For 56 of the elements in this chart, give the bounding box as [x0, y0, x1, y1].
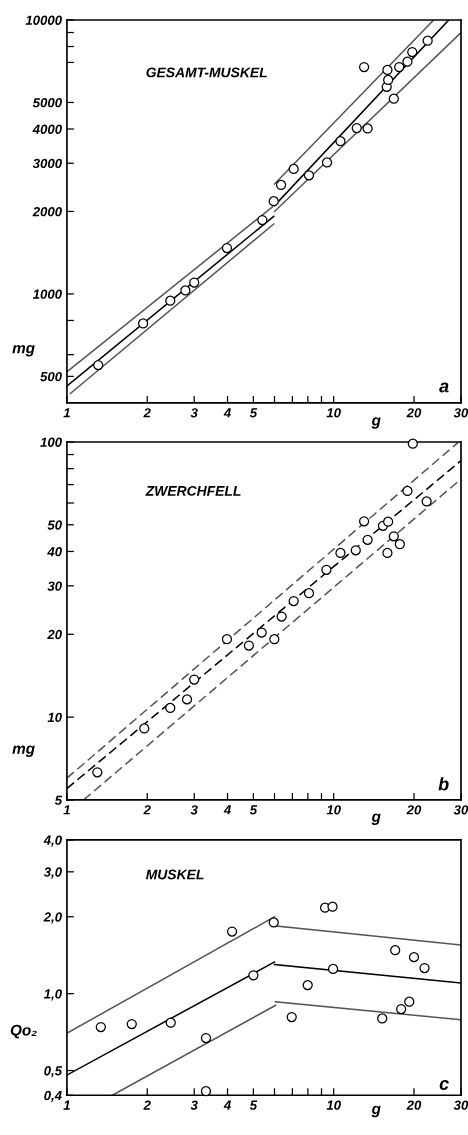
y-tick-label: 1,0 — [43, 989, 62, 1001]
y-tick-label: 5000 — [32, 98, 62, 108]
x-tick-label: 3 — [190, 1100, 198, 1110]
x-tick-label: 10 — [326, 805, 341, 815]
y-tick-label: 1000 — [32, 289, 62, 299]
y-tick-label: 3000 — [32, 158, 62, 169]
annotation: ZWERCHFELL — [145, 485, 241, 496]
annotation: c — [439, 1080, 449, 1090]
y-axis-title: mg — [12, 745, 35, 757]
x-axis-title: g — [371, 813, 381, 825]
y-axis-title: Qo₂ — [10, 1024, 37, 1039]
x-tick-label: 5 — [249, 1100, 258, 1110]
x-tick-label: 10 — [326, 408, 341, 418]
x-tick-label: 5 — [249, 805, 258, 815]
x-tick-label: 1 — [63, 805, 70, 815]
x-tick-label: 4 — [223, 805, 231, 815]
y-tick-label: 3,0 — [43, 867, 62, 879]
x-tick-label: 3 — [190, 408, 198, 418]
annotation: GESAMT-MUSKEL — [146, 67, 267, 78]
x-tick-label: 4 — [223, 408, 231, 418]
x-tick-label: 20 — [406, 1100, 422, 1110]
x-tick-label: 20 — [406, 805, 422, 815]
x-tick-label: 1 — [63, 1100, 70, 1110]
y-tick-label: 0,4 — [44, 1090, 62, 1103]
y-tick-label: 100 — [40, 437, 62, 447]
y-tick-label: 2000 — [32, 207, 62, 217]
y-tick-label: 50 — [47, 520, 62, 530]
x-tick-label: 4 — [223, 1100, 231, 1110]
annotation: a — [439, 382, 449, 393]
annotation: MUSKEL — [145, 869, 204, 880]
y-tick-label: 4000 — [32, 124, 62, 134]
y-tick-label: 0,5 — [44, 1066, 63, 1078]
x-tick-label: 20 — [406, 408, 422, 418]
y-tick-label: 4,0 — [43, 835, 62, 847]
x-tick-label: 30 — [453, 408, 468, 418]
x-tick-label: 1 — [63, 408, 70, 418]
y-tick-label: 40 — [47, 547, 62, 557]
x-tick-label: 5 — [249, 408, 258, 418]
annotation: b — [438, 777, 449, 791]
y-tick-label: 30 — [47, 581, 62, 591]
x-tick-label: 30 — [453, 805, 468, 815]
x-tick-label: 3 — [190, 805, 198, 815]
y-tick-label: 10 — [47, 712, 62, 723]
x-tick-label: 2 — [143, 1100, 151, 1110]
x-tick-label: 2 — [143, 805, 151, 815]
y-tick-label: 500 — [40, 371, 62, 382]
x-tick-label: 30 — [453, 1100, 468, 1110]
x-tick-label: 10 — [326, 1100, 341, 1110]
y-tick-label: 5 — [54, 795, 63, 805]
y-tick-label: 10000 — [25, 15, 62, 25]
x-axis-title: g — [371, 1105, 381, 1118]
y-axis-title: mg — [12, 345, 35, 357]
y-tick-label: 2,0 — [43, 912, 62, 924]
y-tick-label: 20 — [47, 629, 62, 640]
x-tick-label: 2 — [143, 408, 151, 418]
x-axis-title: g — [371, 417, 381, 429]
